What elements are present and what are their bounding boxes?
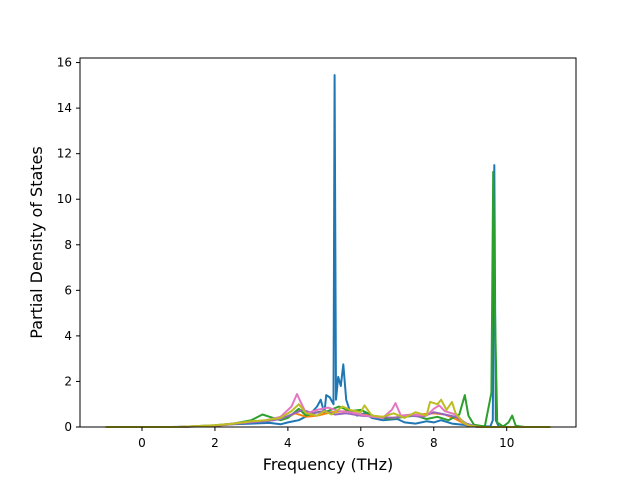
y-axis-title: Partial Density of States [27,146,46,338]
x-ticks: 0 2 4 6 8 10 [138,427,514,450]
x-axis-title: Frequency (THz) [263,455,393,474]
y-tick-label: 8 [64,238,72,252]
y-tick-label: 2 [64,374,72,388]
plot-area-frame [79,57,577,428]
y-tick-label: 14 [57,101,72,115]
x-tick-label: 4 [284,436,292,450]
x-tick-label: 6 [357,436,365,450]
plot-area-background [80,58,576,427]
y-tick-label: 12 [57,147,72,161]
y-tick-label: 4 [64,329,72,343]
y-tick-label: 6 [64,283,72,297]
y-ticks: 0 2 4 6 8 10 12 14 16 [57,56,80,434]
x-tick-label: 0 [138,436,146,450]
y-tick-label: 0 [64,420,72,434]
x-tick-label: 10 [499,436,514,450]
x-tick-label: 8 [430,436,438,450]
y-tick-label: 16 [57,56,72,70]
series-layer [105,74,551,428]
y-tick-label: 10 [57,192,72,206]
series-line-6 [105,398,551,428]
x-tick-label: 2 [211,436,219,450]
